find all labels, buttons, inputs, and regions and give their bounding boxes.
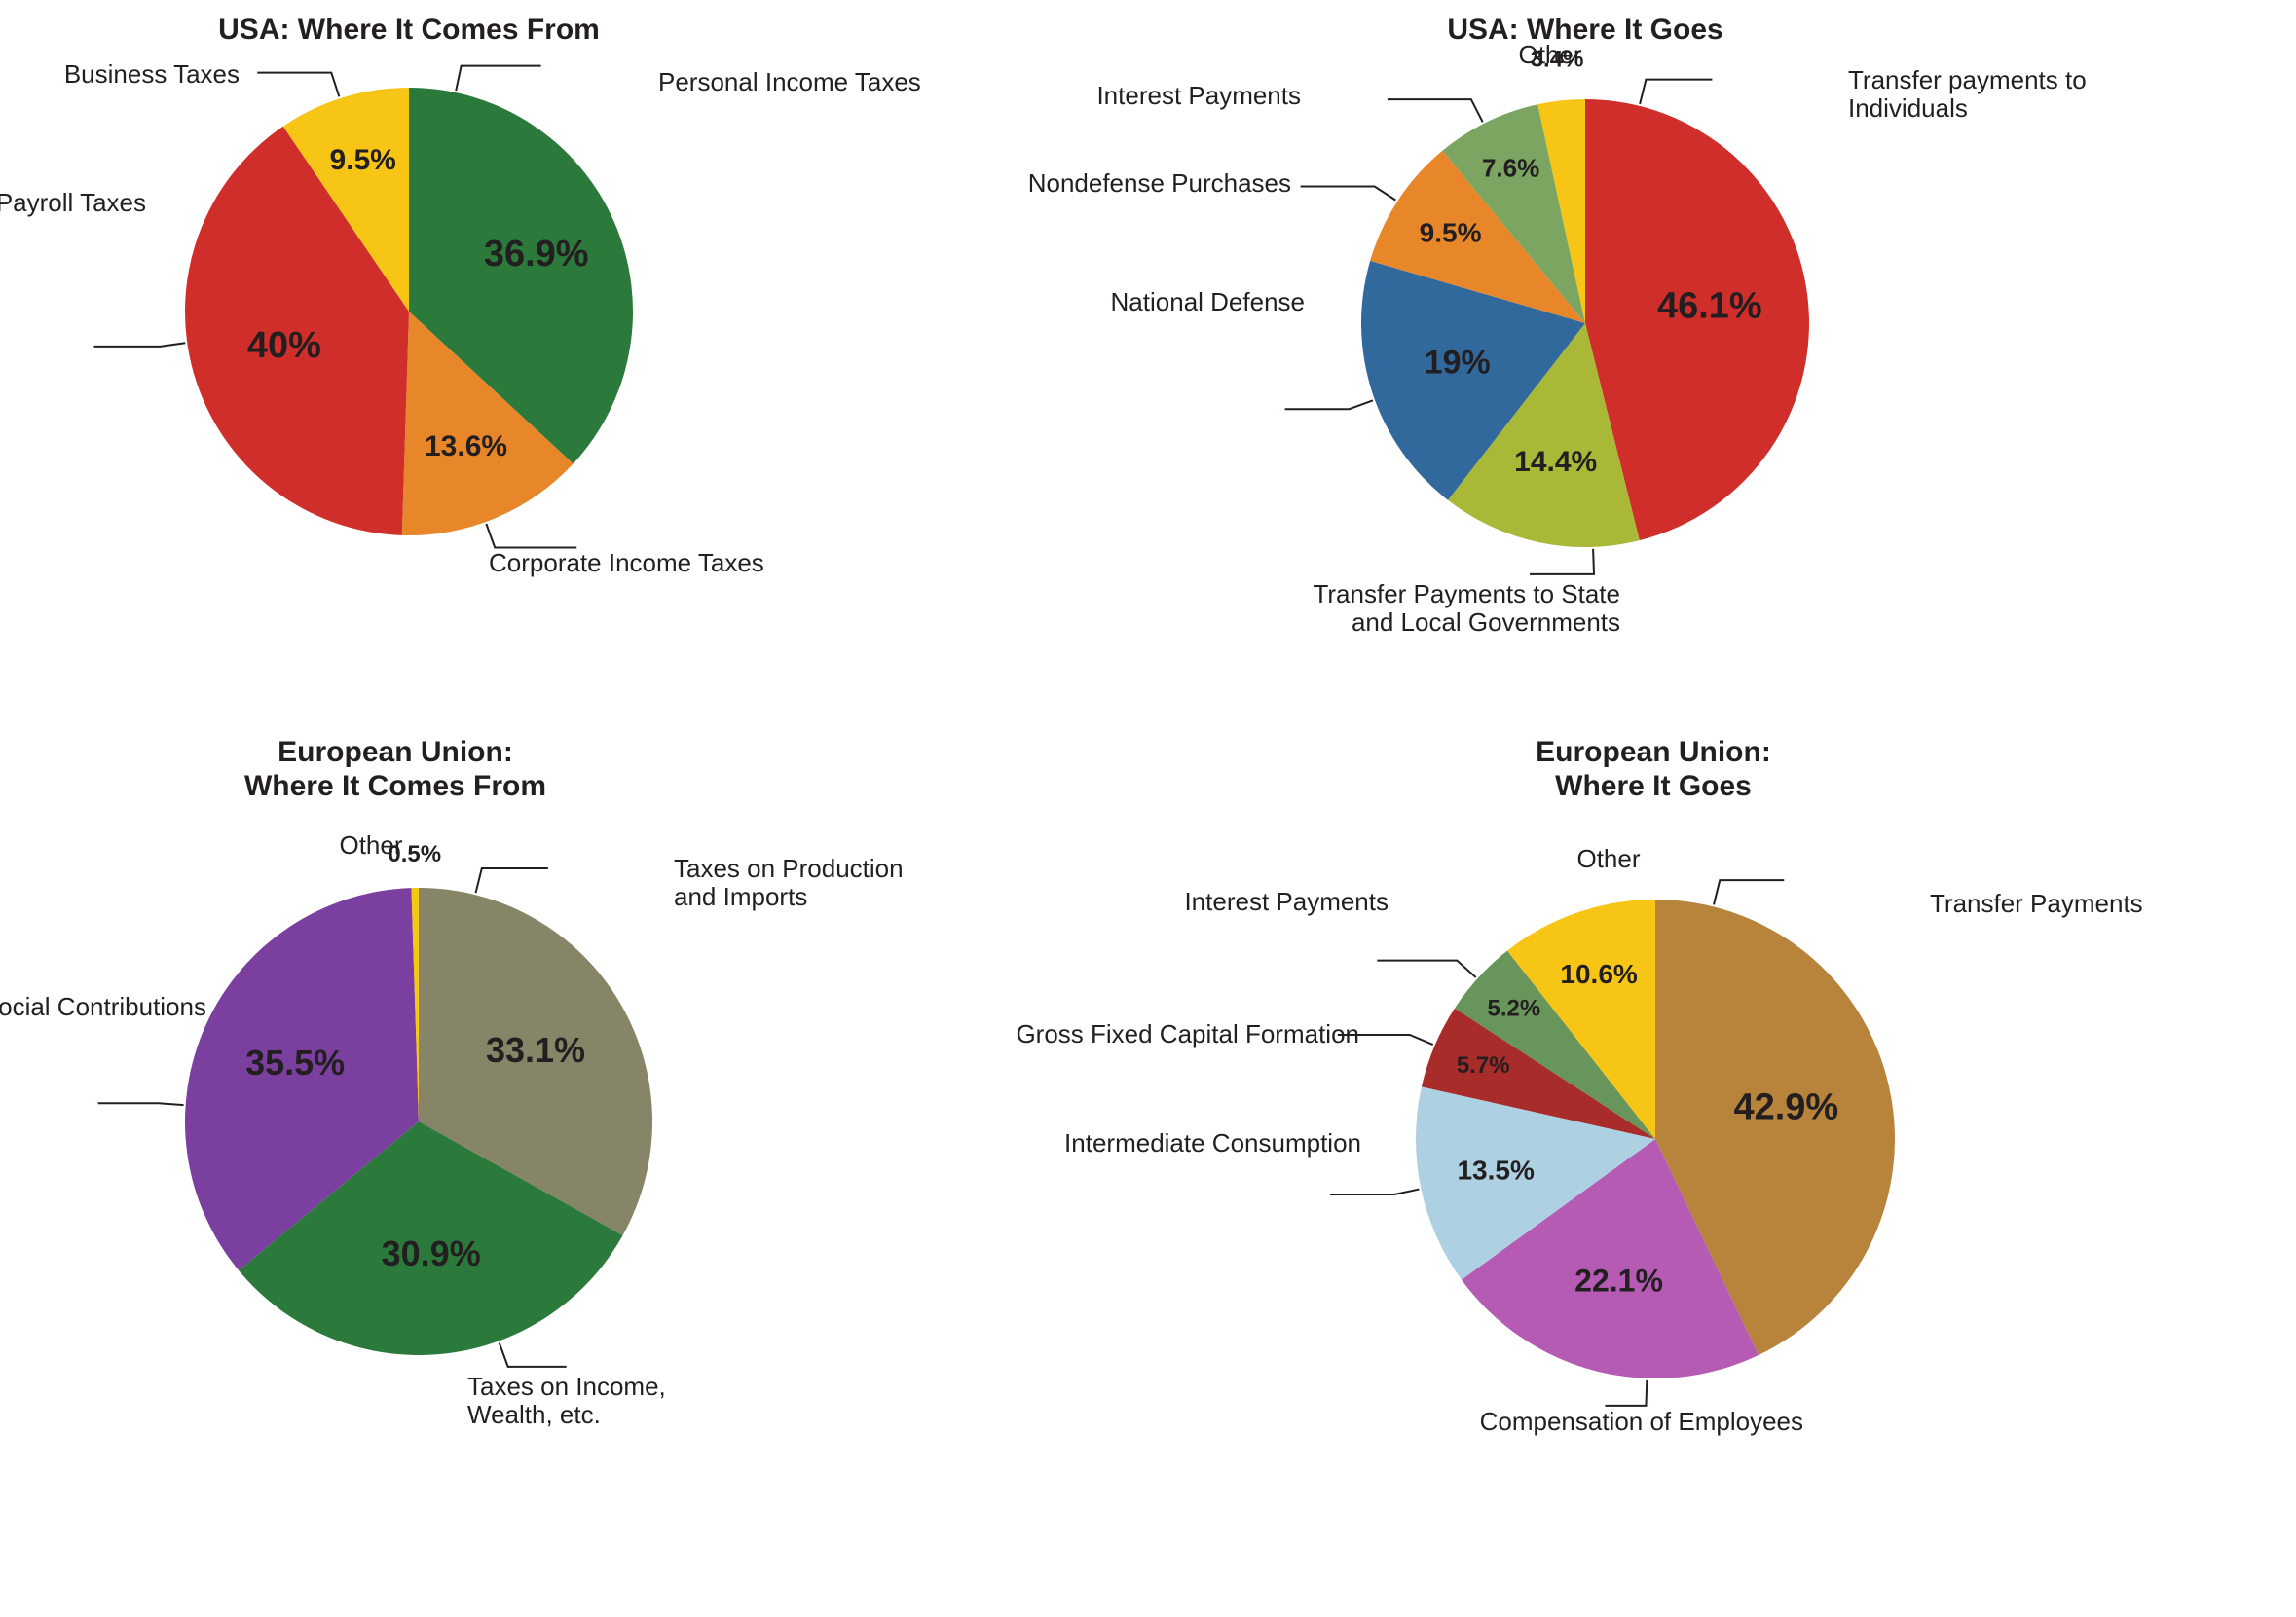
slice-pct: 22.1% [1574, 1263, 1663, 1298]
slice-label: Gross Fixed Capital Formation [970, 1020, 1359, 1048]
slice-label: Intermediate Consumption [1011, 1129, 1361, 1158]
slice-pct: 42.9% [1733, 1087, 1838, 1128]
slice-pct: 10.6% [1560, 959, 1637, 989]
chart-grid: USA: Where It Comes From36.9%13.6%40%9.5… [0, 0, 2296, 1617]
leader-line [1377, 961, 1475, 977]
slice-label: Other [1550, 845, 1667, 873]
slice-pct: 13.5% [1457, 1155, 1534, 1185]
slice-label: Transfer Payments [1930, 890, 2143, 918]
pie-eu-to: 42.9% 22.1% 13.5% 5.7% 5.2% 10.6% [0, 0, 2296, 1617]
leader-line [1330, 1190, 1419, 1194]
slice-pct: 5.7% [1457, 1052, 1510, 1079]
slice-label: Interest Payments [1116, 888, 1389, 916]
slice-pct: 5.2% [1488, 995, 1541, 1021]
leader-line [1605, 1380, 1647, 1406]
leader-line [1714, 880, 1784, 904]
slice-label: Compensation of Employees [1414, 1408, 1803, 1436]
